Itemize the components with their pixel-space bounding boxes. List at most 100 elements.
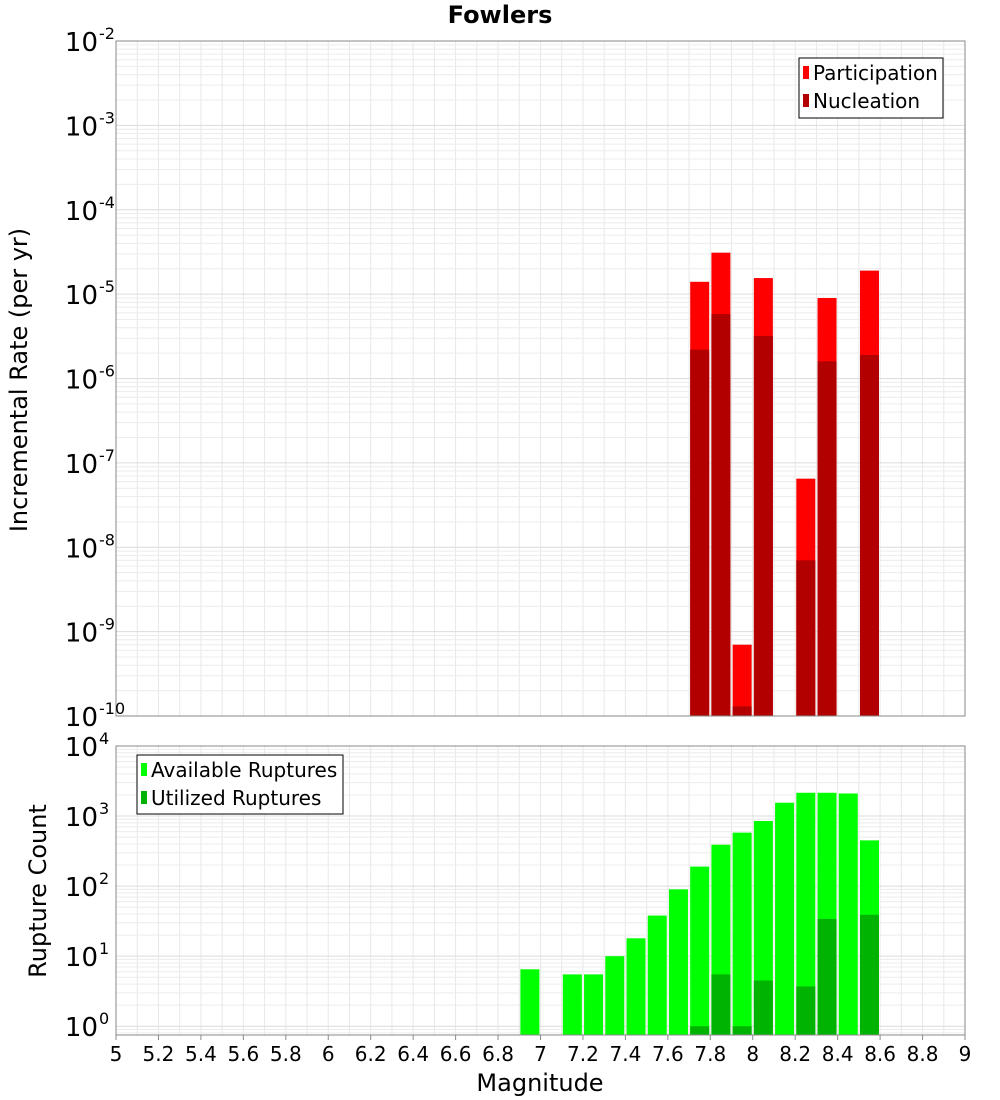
y-tick-exponent: -10 bbox=[99, 699, 125, 718]
legend-swatch-utilized bbox=[141, 791, 147, 804]
x-tick-label: 8.2 bbox=[779, 1042, 811, 1066]
y-tick-label: 10 bbox=[65, 534, 98, 564]
bar-available-ruptures bbox=[690, 866, 710, 1035]
legend-swatch-nucleation bbox=[803, 94, 809, 107]
y-tick-label: 10 bbox=[65, 366, 98, 396]
x-tick-label: 5.4 bbox=[185, 1042, 217, 1066]
y-tick-exponent: -4 bbox=[99, 193, 115, 212]
top-gridlines bbox=[115, 40, 966, 717]
y-tick-label: 10 bbox=[65, 112, 98, 142]
y-tick-exponent: 1 bbox=[99, 939, 109, 958]
legend-label-participation: Participation bbox=[813, 61, 938, 85]
bar-available-ruptures bbox=[732, 832, 752, 1035]
legend-label-available: Available Ruptures bbox=[151, 758, 337, 782]
bar-available-ruptures bbox=[605, 956, 625, 1035]
x-axis-ticks: 5 5.2 5.4 5.6 5.8 6 6.2 6.4 6.6 6.8 7 7.2 7.4 7.6 7.8 8… bbox=[110, 1035, 972, 1066]
x-tick-label: 8.8 bbox=[907, 1042, 939, 1066]
bar-nucleation bbox=[690, 349, 710, 716]
top-y-axis-ticks: 10-210-310-410-510-610-710-810-910-10 bbox=[65, 24, 125, 733]
bar-nucleation bbox=[859, 354, 879, 716]
bar-available-ruptures bbox=[584, 974, 604, 1035]
y-tick-exponent: -2 bbox=[99, 24, 115, 43]
y-tick-label: 10 bbox=[65, 943, 98, 973]
bar-available-ruptures bbox=[668, 889, 688, 1035]
y-tick-label: 10 bbox=[65, 803, 98, 833]
bar-nucleation bbox=[732, 706, 752, 716]
y-tick-exponent: -3 bbox=[99, 108, 115, 127]
x-tick-label: 6.6 bbox=[440, 1042, 472, 1066]
bar-utilized-ruptures bbox=[690, 1026, 710, 1035]
y-tick-exponent: 2 bbox=[99, 869, 109, 888]
y-tick-label: 10 bbox=[65, 873, 98, 903]
x-axis-label: Magnitude bbox=[476, 1069, 603, 1097]
bar-available-ruptures bbox=[626, 938, 646, 1035]
y-tick-label: 10 bbox=[65, 619, 98, 649]
y-tick-exponent: -5 bbox=[99, 277, 115, 296]
x-tick-label: 7.2 bbox=[567, 1042, 599, 1066]
y-tick-label: 10 bbox=[65, 450, 98, 480]
bar-available-ruptures bbox=[796, 792, 816, 1035]
x-tick-label: 7.4 bbox=[609, 1042, 641, 1066]
bar-available-ruptures bbox=[647, 915, 667, 1035]
y-tick-label: 10 bbox=[65, 1013, 98, 1043]
x-tick-label: 6.4 bbox=[397, 1042, 429, 1066]
x-tick-label: 5 bbox=[110, 1042, 123, 1066]
y-tick-exponent: 4 bbox=[99, 729, 109, 748]
top-panel: 10-210-310-410-510-610-710-810-910-10 In… bbox=[5, 24, 966, 733]
legend-swatch-participation bbox=[803, 66, 809, 79]
y-tick-label: 10 bbox=[65, 28, 98, 58]
bar-utilized-ruptures bbox=[817, 918, 837, 1035]
bar-available-ruptures bbox=[838, 793, 858, 1035]
y-tick-label: 10 bbox=[65, 197, 98, 227]
legend-label-utilized: Utilized Ruptures bbox=[151, 786, 321, 810]
y-tick-label: 10 bbox=[65, 733, 98, 763]
x-tick-label: 5.6 bbox=[227, 1042, 259, 1066]
bar-nucleation bbox=[796, 560, 816, 716]
bar-utilized-ruptures bbox=[732, 1026, 752, 1035]
bottom-y-axis-label: Rupture Count bbox=[24, 804, 52, 978]
bar-nucleation bbox=[817, 361, 837, 716]
x-tick-label: 6 bbox=[322, 1042, 335, 1066]
y-tick-exponent: 3 bbox=[99, 799, 109, 818]
top-bars bbox=[690, 252, 879, 716]
top-y-axis-label: Incremental Rate (per yr) bbox=[5, 228, 33, 532]
x-tick-label: 9 bbox=[959, 1042, 972, 1066]
bar-utilized-ruptures bbox=[796, 986, 816, 1035]
y-tick-label: 10 bbox=[65, 281, 98, 311]
x-tick-label: 8.6 bbox=[864, 1042, 896, 1066]
x-tick-label: 8 bbox=[746, 1042, 759, 1066]
bar-participation bbox=[732, 644, 752, 716]
x-tick-label: 7.8 bbox=[694, 1042, 726, 1066]
bar-nucleation bbox=[711, 314, 731, 716]
chart-title: Fowlers bbox=[448, 1, 553, 29]
legend-swatch-available bbox=[141, 763, 147, 776]
bottom-bars bbox=[520, 792, 879, 1035]
bar-available-ruptures bbox=[520, 969, 540, 1035]
legend-label-nucleation: Nucleation bbox=[813, 89, 920, 113]
x-tick-label: 7 bbox=[534, 1042, 547, 1066]
bar-utilized-ruptures bbox=[711, 974, 731, 1035]
bottom-legend-box bbox=[136, 754, 344, 815]
bar-available-ruptures bbox=[775, 802, 795, 1035]
y-tick-exponent: -9 bbox=[99, 615, 115, 634]
x-tick-label: 8.4 bbox=[822, 1042, 854, 1066]
x-tick-label: 6.8 bbox=[482, 1042, 514, 1066]
bar-available-ruptures bbox=[562, 974, 582, 1035]
bottom-legend: Available Ruptures Utilized Ruptures bbox=[136, 754, 344, 815]
y-tick-exponent: 0 bbox=[99, 1009, 109, 1028]
bar-utilized-ruptures bbox=[859, 914, 879, 1035]
y-tick-label: 10 bbox=[65, 703, 98, 733]
y-tick-exponent: -8 bbox=[99, 530, 115, 549]
x-tick-label: 5.8 bbox=[270, 1042, 302, 1066]
y-tick-exponent: -7 bbox=[99, 446, 115, 465]
top-legend-box bbox=[798, 57, 944, 119]
top-plot-frame bbox=[115, 40, 966, 717]
x-tick-label: 7.6 bbox=[652, 1042, 684, 1066]
y-tick-exponent: -6 bbox=[99, 362, 115, 381]
x-tick-label: 6.2 bbox=[355, 1042, 387, 1066]
top-legend: Participation Nucleation bbox=[798, 57, 944, 119]
x-tick-label: 5.2 bbox=[143, 1042, 175, 1066]
